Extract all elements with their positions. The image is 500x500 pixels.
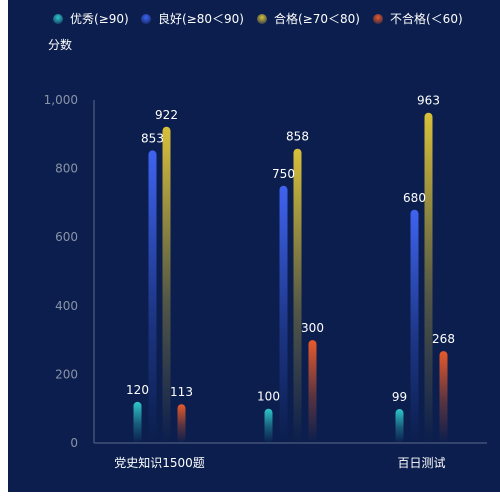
legend: 优秀(≥90) 良好(≥80＜90) 合格(≥70＜80) 不合格(＜60) xyxy=(53,11,463,26)
data-label: 858 xyxy=(286,130,309,144)
bar-1-2[interactable] xyxy=(410,209,419,443)
y-tick-label: 200 xyxy=(55,367,78,381)
bar-1-1[interactable] xyxy=(279,185,288,443)
legend-marker-3[interactable] xyxy=(373,14,383,24)
legend-label-1[interactable]: 良好(≥80＜90) xyxy=(158,11,244,26)
bar-0-0[interactable] xyxy=(133,401,142,443)
x-tick-label: 百日测试 xyxy=(397,455,445,470)
legend-label-0[interactable]: 优秀(≥90) xyxy=(70,12,129,26)
y-axis: 0 200 400 600 800 1,000 xyxy=(44,93,95,450)
data-label: 750 xyxy=(272,167,295,181)
bar-3-1[interactable] xyxy=(308,340,317,443)
bar-0-1[interactable] xyxy=(264,408,273,443)
data-label: 680 xyxy=(403,191,426,205)
bar-3-0[interactable] xyxy=(177,404,186,443)
data-label: 100 xyxy=(257,390,280,404)
legend-label-3[interactable]: 不合格(＜60) xyxy=(390,11,463,26)
y-axis-label: 分数 xyxy=(48,37,72,52)
data-label: 99 xyxy=(392,390,407,404)
legend-marker-0[interactable] xyxy=(53,14,63,24)
y-tick-label: 0 xyxy=(70,436,78,450)
y-tick-label: 1,000 xyxy=(44,93,78,107)
data-label: 853 xyxy=(141,131,164,145)
bar-2-1[interactable] xyxy=(293,148,302,443)
data-label: 963 xyxy=(417,94,440,108)
bar-2-2[interactable] xyxy=(424,112,433,443)
bar-1-0[interactable] xyxy=(148,150,157,443)
data-label: 120 xyxy=(126,383,149,397)
legend-marker-1[interactable] xyxy=(141,14,151,24)
data-labels: 120 100 99 853 750 680 922 858 963 113 300 268 xyxy=(126,94,455,404)
bars xyxy=(133,112,448,443)
data-label: 113 xyxy=(170,385,193,399)
y-tick-label: 600 xyxy=(55,230,78,244)
x-axis: 党史知识1500题 百日测试 xyxy=(94,442,487,470)
data-label: 922 xyxy=(155,108,178,122)
y-tick-label: 800 xyxy=(55,162,78,176)
bar-0-2[interactable] xyxy=(395,409,404,443)
y-tick-label: 400 xyxy=(55,299,78,313)
bar-3-2[interactable] xyxy=(439,351,448,443)
data-label: 268 xyxy=(432,332,455,346)
legend-label-2[interactable]: 合格(≥70＜80) xyxy=(274,11,360,26)
legend-marker-2[interactable] xyxy=(257,14,267,24)
data-label: 300 xyxy=(301,321,324,335)
x-tick-label: 党史知识1500题 xyxy=(114,455,205,470)
bar-2-0[interactable] xyxy=(162,126,171,443)
